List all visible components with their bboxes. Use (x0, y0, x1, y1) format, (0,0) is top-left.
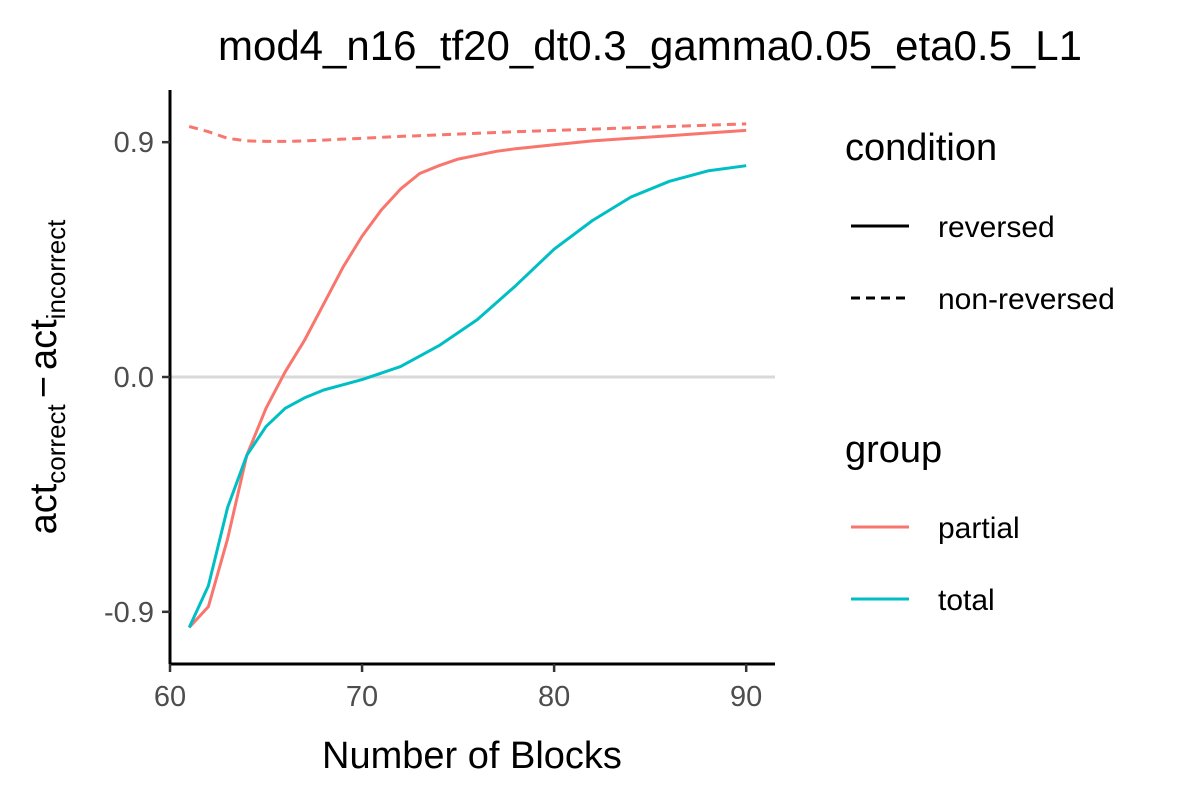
x-tick-label: 70 (346, 681, 378, 713)
x-axis-title: Number of Blocks (322, 735, 622, 777)
legend: condition reversed non-reversed group pa… (845, 127, 1115, 617)
y-axis-title: actcorrect−actincorrect (23, 219, 71, 535)
legend-label-partial: partial (938, 512, 1020, 545)
x-tick-label: 60 (154, 681, 186, 713)
series-line-total-reversed (187, 164, 747, 629)
legend-label-reversed: reversed (938, 211, 1055, 244)
x-tick-label: 80 (538, 681, 570, 713)
legend-title-condition: condition (845, 127, 997, 169)
tick-layer: 60 70 80 90 -0.9 0.0 0.9 (104, 127, 762, 713)
y-axis-title-base2: act (23, 319, 65, 370)
x-tick-label: 90 (730, 681, 762, 713)
y-tick-label: 0.0 (114, 362, 154, 394)
y-tick-label: 0.9 (114, 127, 154, 159)
plot-area: 60 70 80 90 -0.9 0.0 0.9 (104, 90, 775, 713)
series-layer (187, 122, 747, 629)
y-tick-label: -0.9 (104, 597, 154, 629)
chart-title: mod4_n16_tf20_dt0.3_gamma0.05_eta0.5_L1 (218, 22, 1082, 69)
series-line-partial-reversed (188, 128, 747, 629)
series-line-partial-non-reversed (188, 122, 747, 143)
legend-label-non-reversed: non-reversed (938, 283, 1115, 316)
legend-title-group: group (845, 429, 942, 471)
y-axis-title-base1: act (23, 483, 65, 534)
y-axis-title-operator: − (23, 376, 65, 398)
legend-label-total: total (938, 584, 995, 617)
y-axis-title-sub2: incorrect (41, 219, 71, 319)
y-axis-title-sub1: correct (41, 403, 71, 483)
